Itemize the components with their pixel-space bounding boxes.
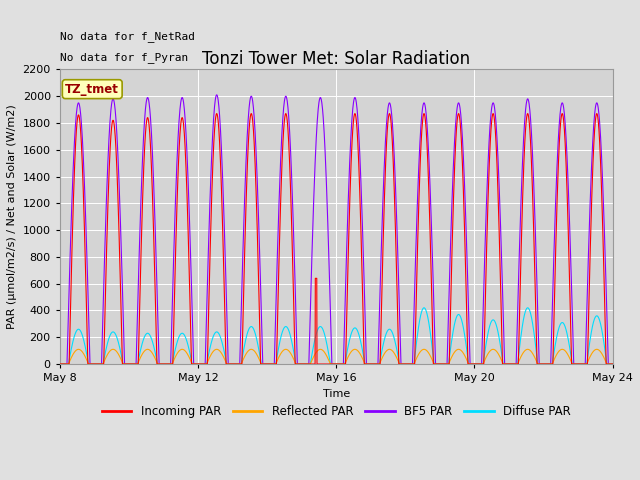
Legend: Incoming PAR, Reflected PAR, BF5 PAR, Diffuse PAR: Incoming PAR, Reflected PAR, BF5 PAR, Di… [97,400,575,423]
Y-axis label: PAR (μmol/m2/s) / Net and Solar (W/m2): PAR (μmol/m2/s) / Net and Solar (W/m2) [7,104,17,329]
Text: No data for f_NetRad: No data for f_NetRad [60,31,195,42]
Text: TZ_tmet: TZ_tmet [65,83,119,96]
Text: No data for f_Pyran: No data for f_Pyran [60,52,188,62]
Title: Tonzi Tower Met: Solar Radiation: Tonzi Tower Met: Solar Radiation [202,50,470,68]
X-axis label: Time: Time [323,389,350,398]
